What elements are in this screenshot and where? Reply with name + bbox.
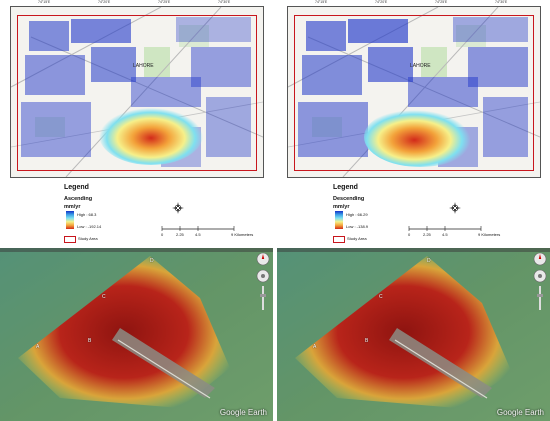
earth-right-point-d: D [427, 258, 431, 264]
ascending-map-canvas: LAHORE [11, 7, 263, 177]
descending-scale-bar [408, 226, 482, 231]
descending-map-frame: LAHORE [287, 6, 541, 178]
descending-map-canvas: LAHORE [288, 7, 540, 177]
descending-low-label: Low : -138.9 [346, 224, 369, 229]
descending-color-ramp [335, 211, 343, 229]
ascending-scale-2: 4.5 [195, 232, 201, 237]
earth-left-point-c: C [102, 294, 106, 300]
earth-left-zoom-slider[interactable] [260, 286, 266, 310]
ascending-blue-points [21, 17, 251, 167]
ascending-legend-title: Legend [64, 184, 89, 191]
earth-left-nav-compass-icon[interactable] [256, 252, 270, 266]
ascending-scale-1: 2.25 [176, 232, 184, 237]
ascending-low-label: Low : -192.14 [77, 224, 102, 229]
ascending-scale-bar [161, 226, 235, 231]
descending-scale-3: 9 Kilometers [478, 232, 501, 237]
earth-left-point-a: A [36, 344, 40, 350]
earth-right-point-b: B [365, 338, 369, 344]
earth-left-watermark: Google Earth [219, 408, 267, 417]
ascending-north-arrow-icon [172, 202, 184, 214]
descending-unit-label: mm/yr [333, 204, 350, 210]
earth-left-point-d: D [150, 258, 154, 264]
earth-right-nav-compass-icon[interactable] [533, 252, 547, 266]
earth-left-point-b: B [88, 338, 92, 344]
ascending-coord-4: 74°30'E [218, 0, 231, 4]
ascending-unit-label: mm/yr [64, 204, 81, 210]
earth-left-look-control-icon[interactable] [256, 269, 270, 283]
earth-view-left-canvas [0, 248, 273, 421]
descending-coord-2: 74°20'E [375, 0, 388, 4]
ascending-study-area-label: Study Area [78, 236, 98, 241]
earth-right-watermark: Google Earth [496, 408, 544, 417]
descending-north-arrow-icon [449, 202, 461, 214]
ascending-city-label: LAHORE [133, 63, 154, 69]
earth-left-airport [112, 328, 215, 398]
descending-scale-2: 4.5 [442, 232, 448, 237]
descending-scale-1: 2.25 [423, 232, 431, 237]
ascending-coord-3: 74°25'E [158, 0, 171, 4]
earth-right-look-control-icon[interactable] [533, 269, 547, 283]
ascending-color-ramp [66, 211, 74, 229]
descending-coord-3: 74°25'E [435, 0, 448, 4]
ascending-map-panel: LAHORE 74°15'E 74°20'E 74°25'E 74°30'E L… [0, 0, 273, 244]
earth-view-right-canvas [277, 248, 550, 421]
descending-coord-4: 74°30'E [495, 0, 508, 4]
descending-study-area-swatch [333, 236, 345, 243]
descending-scale-0: 0 [408, 232, 411, 237]
ascending-study-area-swatch [64, 236, 76, 243]
earth-right-point-a: A [313, 344, 317, 350]
ascending-subsidence-zone [99, 105, 203, 165]
ascending-high-label: High : 68.3 [77, 212, 97, 217]
ascending-scale-3: 9 Kilometers [231, 232, 254, 237]
earth-view-left[interactable]: A B C D Google Earth [0, 248, 273, 421]
descending-subsidence-zone [364, 107, 476, 167]
ascending-coord-1: 74°15'E [38, 0, 51, 4]
descending-coord-1: 74°15'E [315, 0, 328, 4]
descending-map-panel: LAHORE 74°15'E 74°20'E 74°25'E 74°30'E L… [277, 0, 550, 244]
ascending-map-frame: LAHORE [10, 6, 264, 178]
descending-city-label: LAHORE [410, 63, 431, 69]
earth-right-airport [389, 328, 492, 398]
earth-right-zoom-slider[interactable] [537, 286, 543, 310]
descending-legend-title: Legend [333, 184, 358, 191]
earth-right-point-c: C [379, 294, 383, 300]
ascending-coord-2: 74°20'E [98, 0, 111, 4]
ascending-scale-0: 0 [161, 232, 164, 237]
descending-mode-label: Descending [333, 196, 365, 202]
ascending-mode-label: Ascending [64, 196, 93, 202]
descending-study-area-label: Study Area [347, 236, 367, 241]
earth-view-right[interactable]: A B C D Google Earth [277, 248, 550, 421]
descending-high-label: High : 66.29 [346, 212, 368, 217]
